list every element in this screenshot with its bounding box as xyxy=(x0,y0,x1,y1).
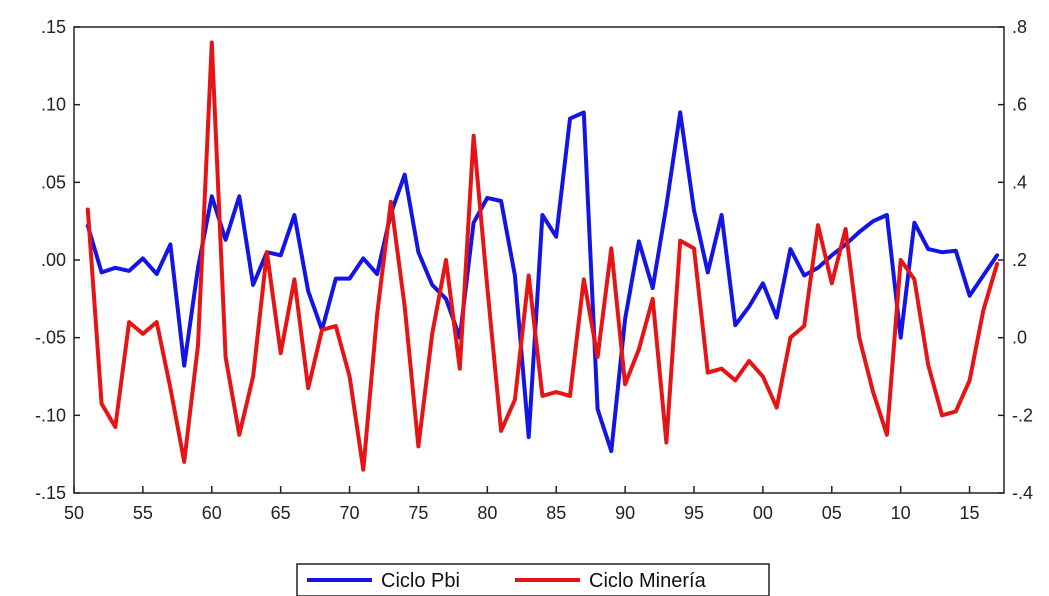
left-tick-label: -.05 xyxy=(35,328,66,348)
x-axis: 50 55 60 65 70 75 80 85 90 95 00 05 10 15 xyxy=(64,486,980,523)
left-tick-label: -.15 xyxy=(35,483,66,503)
x-tick-label: 65 xyxy=(271,503,291,523)
legend: Ciclo Pbi Ciclo Minería xyxy=(296,563,770,596)
left-tick-label: .15 xyxy=(41,17,66,37)
series-line-ciclo-mineria xyxy=(85,40,1000,472)
right-tick-label: .8 xyxy=(1012,17,1027,37)
legend-label-ciclo-mineria: Ciclo Minería xyxy=(589,570,707,592)
left-tick-label: .05 xyxy=(41,172,66,192)
right-tick-label: .6 xyxy=(1012,95,1027,115)
x-tick-label: 75 xyxy=(408,503,428,523)
x-tick-label: 90 xyxy=(615,503,635,523)
x-tick-label: 15 xyxy=(960,503,980,523)
left-tick-label: .00 xyxy=(41,250,66,270)
series-layer xyxy=(85,40,1000,472)
x-tick-label: 95 xyxy=(684,503,704,523)
left-tick-label: .10 xyxy=(41,95,66,115)
x-tick-label: 10 xyxy=(891,503,911,523)
right-tick-label: -.2 xyxy=(1012,405,1033,425)
left-axis: -.15 -.10 -.05 .00 .05 .10 .15 xyxy=(35,17,80,503)
left-tick-label: -.10 xyxy=(35,405,66,425)
x-tick-label: 60 xyxy=(202,503,222,523)
x-tick-label: 85 xyxy=(546,503,566,523)
x-tick-label: 70 xyxy=(340,503,360,523)
right-axis: -.4 -.2 .0 .2 .4 .6 .8 xyxy=(998,17,1033,503)
right-tick-label: .4 xyxy=(1012,172,1027,192)
x-tick-label: 00 xyxy=(753,503,773,523)
x-tick-label: 80 xyxy=(477,503,497,523)
right-tick-label: .2 xyxy=(1012,250,1027,270)
right-tick-label: -.4 xyxy=(1012,483,1033,503)
x-tick-label: 05 xyxy=(822,503,842,523)
legend-label-ciclo-pbi: Ciclo Pbi xyxy=(381,570,460,592)
x-tick-label: 50 xyxy=(64,503,84,523)
right-tick-label: .0 xyxy=(1012,328,1027,348)
x-tick-label: 55 xyxy=(133,503,153,523)
